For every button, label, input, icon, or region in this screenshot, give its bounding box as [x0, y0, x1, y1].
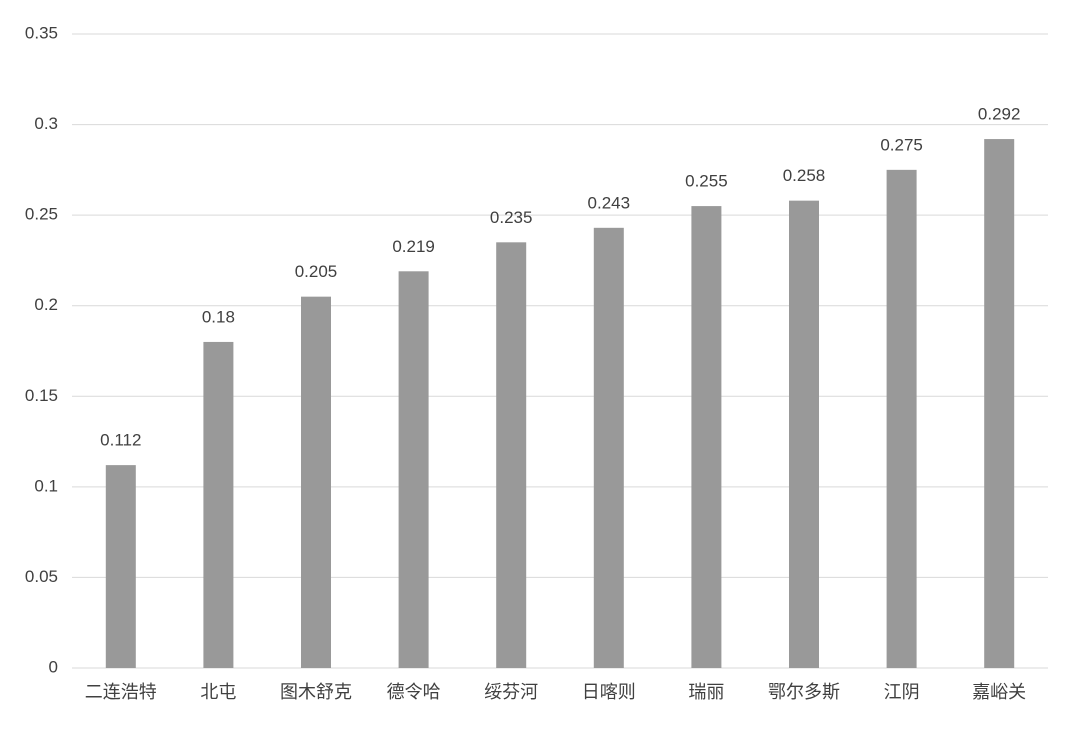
x-tick-label: 二连浩特: [85, 682, 157, 702]
bar: [301, 296, 331, 668]
bar: [886, 169, 917, 668]
data-label: 0.205: [295, 262, 338, 281]
x-tick-label: 鄂尔多斯: [768, 682, 840, 702]
bar: [398, 271, 429, 668]
x-tick-label: 日喀则: [582, 682, 636, 702]
bar: [496, 242, 527, 669]
bar: [593, 227, 624, 668]
bar: [691, 206, 722, 669]
data-label: 0.243: [588, 193, 631, 212]
data-label: 0.112: [100, 431, 141, 450]
x-tick-label: 图木舒克: [280, 682, 352, 702]
data-label: 0.235: [490, 208, 533, 227]
bar: [203, 341, 234, 668]
y-tick-label: 0.05: [25, 567, 58, 586]
data-label: 0.275: [880, 135, 923, 154]
bar: [789, 200, 819, 668]
x-tick-label: 德令哈: [387, 682, 441, 702]
data-label: 0.255: [685, 172, 728, 191]
y-tick-label: 0.15: [25, 386, 58, 405]
x-tick-label: 绥芬河: [484, 682, 538, 702]
y-tick-label: 0.35: [25, 23, 58, 42]
y-tick-label: 0: [49, 657, 58, 676]
bar: [984, 139, 1015, 668]
y-tick-label: 0.2: [34, 295, 58, 314]
x-tick-label: 江阴: [884, 682, 920, 702]
bar: [105, 465, 136, 668]
x-tick-label: 瑞丽: [688, 682, 724, 702]
x-tick-label: 北屯: [200, 682, 236, 702]
data-label: 0.219: [392, 237, 435, 256]
data-label: 0.18: [202, 307, 235, 326]
y-tick-label: 0.25: [25, 205, 58, 224]
y-tick-label: 0.1: [34, 476, 58, 495]
x-tick-label: 嘉峪关: [972, 682, 1026, 702]
data-label: 0.292: [978, 105, 1021, 124]
y-tick-label: 0.3: [34, 114, 58, 133]
data-label: 0.258: [783, 166, 826, 185]
